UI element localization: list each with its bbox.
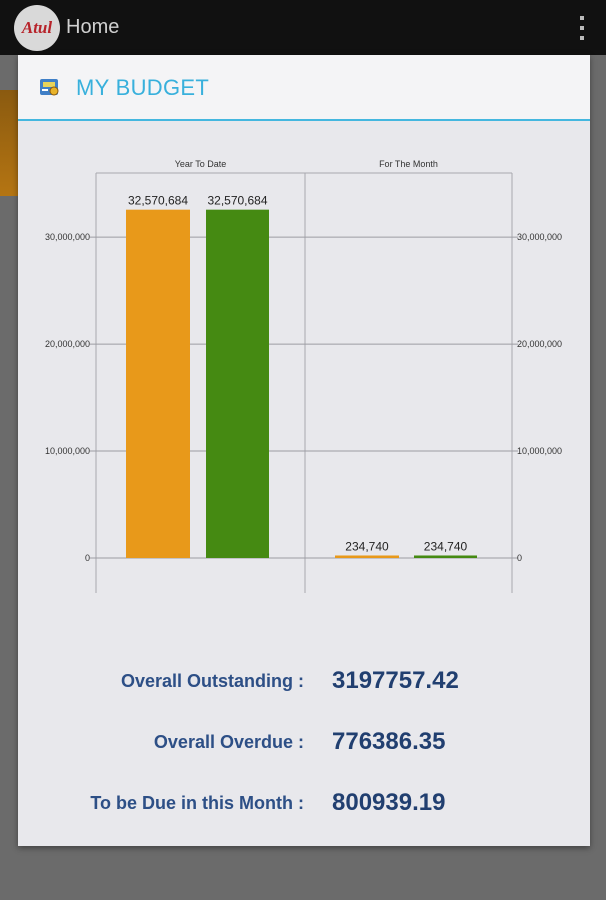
y-tick-label-left: 10,000,000: [45, 446, 90, 456]
app-title[interactable]: Home: [66, 16, 120, 38]
overall-outstanding-value: 3197757.42: [332, 667, 459, 694]
y-tick-label-right: 10,000,000: [517, 446, 562, 456]
budget-icon: [40, 79, 59, 96]
app-logo-icon[interactable]: Atul: [14, 5, 60, 51]
actual-bar: [414, 555, 477, 558]
budget-bar: [335, 555, 399, 558]
bar-value-label: 234,740: [345, 539, 389, 553]
due-this-month-label: To be Due in this Month :: [90, 793, 304, 813]
bar-value-label: 234,740: [424, 539, 468, 553]
budget-chart: 0 0 10,000,000 10,000,000 20,000,000 20,000,0…: [45, 159, 562, 593]
bar-value-label: 32,570,684: [128, 194, 188, 208]
dialog-header: MY BUDGET: [18, 55, 590, 121]
y-tick-label-right: 0: [517, 553, 522, 563]
budget-bar: [126, 209, 190, 558]
overall-overdue-value: 776386.35: [332, 728, 446, 755]
y-tick-label-left: 30,000,000: [45, 232, 90, 242]
overall-overdue-label: Overall Overdue :: [153, 732, 304, 752]
y-tick-label-left: 20,000,000: [45, 339, 90, 349]
y-tick-label-right: 20,000,000: [517, 339, 562, 349]
y-tick-label-right: 30,000,000: [517, 232, 562, 242]
panel-title: Year To Date: [175, 159, 227, 169]
overall-outstanding-label: Overall Outstanding :: [120, 671, 304, 691]
bar-value-label: 32,570,684: [207, 194, 267, 208]
actual-bar: [206, 209, 269, 558]
y-tick-label-left: 0: [85, 553, 90, 563]
budget-dialog: MY BUDGET 0 0 10,000,000 10,000,000 20,000,0…: [18, 55, 590, 846]
dialog-title: MY BUDGET: [76, 75, 210, 100]
panel-title: For The Month: [379, 159, 438, 169]
action-bar: Atul Home: [0, 0, 606, 55]
overflow-menu-icon[interactable]: [578, 16, 586, 40]
due-this-month-value: 800939.19: [332, 789, 446, 816]
